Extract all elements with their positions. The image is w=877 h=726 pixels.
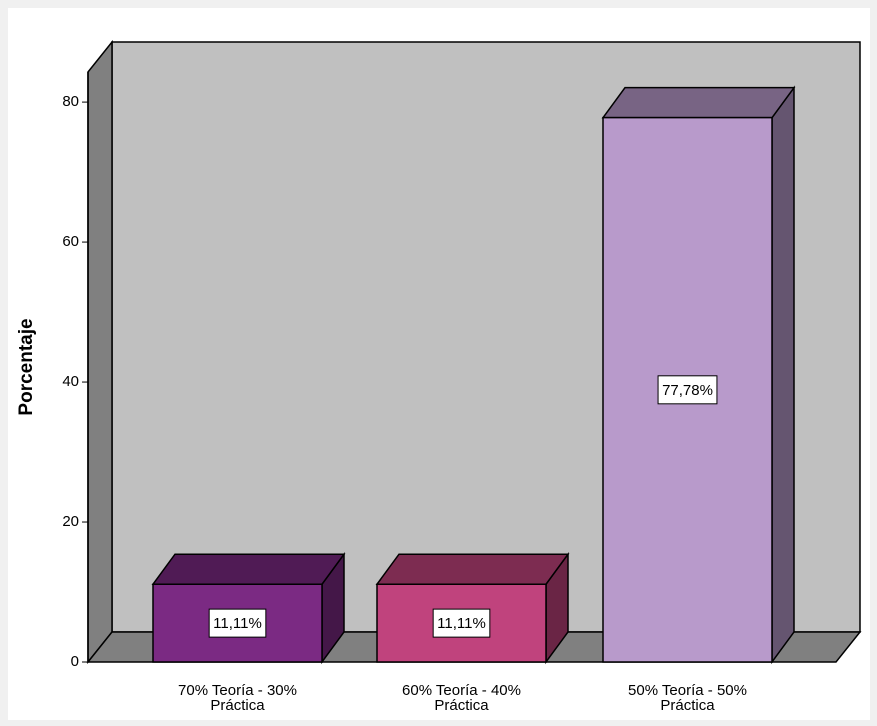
y-tick-label: 60 <box>62 233 79 250</box>
y-tick-label: 0 <box>71 653 79 670</box>
value-label: 11,11% <box>437 615 486 632</box>
y-tick-label: 20 <box>62 513 79 530</box>
y-tick-label: 80 <box>62 93 79 110</box>
bar-top <box>375 553 570 585</box>
bar-top <box>601 86 796 119</box>
side-wall <box>87 39 113 665</box>
bar-top <box>151 553 346 585</box>
value-label: 77,78% <box>662 382 713 399</box>
x-tick-label: 50% Teoría - 50% Práctica <box>628 682 747 714</box>
value-label-box <box>657 375 718 405</box>
x-tick-label: 70% Teoría - 30% Práctica <box>178 682 297 714</box>
value-label-box <box>432 608 491 638</box>
value-label: 11,11% <box>213 615 262 632</box>
x-tick-label: 60% Teoría - 40% Práctica <box>402 682 521 714</box>
y-axis-label: Porcentaje <box>16 318 37 415</box>
y-tick-label: 40 <box>62 373 79 390</box>
value-label-box <box>208 608 267 638</box>
bar-side <box>771 85 795 665</box>
